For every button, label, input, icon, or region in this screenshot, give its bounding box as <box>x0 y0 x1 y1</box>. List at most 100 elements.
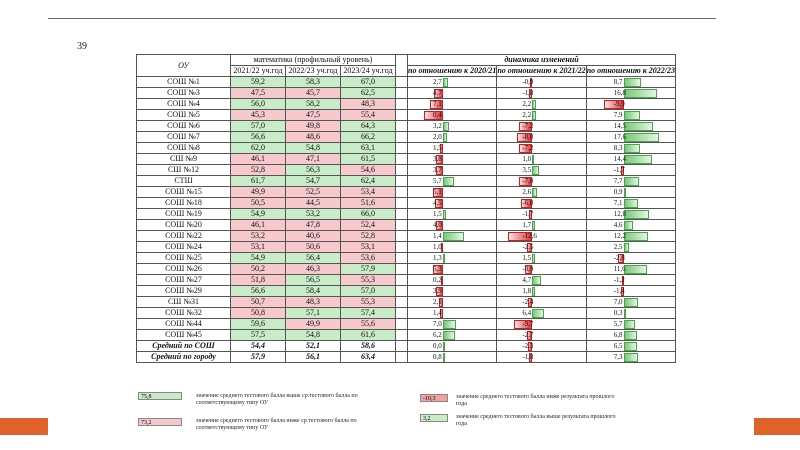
score-cell: 52,4 <box>340 219 396 231</box>
dynamics-value: -8,0 <box>522 133 534 141</box>
dynamics-bar <box>519 144 533 153</box>
dynamics-value: 7,1 <box>613 199 623 207</box>
score-cell: 55,6 <box>340 318 396 330</box>
score-cell: 50,6 <box>285 241 341 253</box>
dynamics-bar <box>620 287 624 296</box>
dynamics-cell: 12,8 <box>585 208 677 220</box>
dynamics-cell: -8,0 <box>496 131 587 143</box>
dynamics-cell: 2,6 <box>496 186 587 198</box>
slide-accent-mark <box>754 418 800 435</box>
dynamics-bar <box>443 177 454 186</box>
dynamics-value: 5,1 <box>433 188 442 196</box>
dynamics-bar <box>532 100 537 109</box>
dynamics-bar <box>532 188 538 197</box>
score-cell: 51,6 <box>340 197 396 209</box>
dynamics-cell: -2,8 <box>585 252 677 264</box>
dynamics-cell: 2,2 <box>496 98 587 110</box>
dynamics-cell: -12,6 <box>496 230 587 242</box>
score-cell: 61,6 <box>340 329 396 341</box>
column-gap <box>395 307 408 319</box>
dynamics-bar <box>443 353 445 362</box>
dynamics-bar <box>623 298 638 307</box>
dynamics-bar <box>443 232 464 241</box>
dynamics-bar <box>528 342 533 351</box>
dynamics-value: 7,1 <box>433 100 442 108</box>
dynamics-cell: 17,6 <box>585 131 677 143</box>
table-row: СШ №9 46,1 47,1 61,5 3,8 1,0 14,4 <box>136 153 677 165</box>
score-cell: 40,6 <box>285 230 341 242</box>
school-name: СОШ №4 <box>136 98 231 110</box>
school-name: СОШ №20 <box>136 219 231 231</box>
legend-positive-swatch: 3,2 <box>420 414 448 422</box>
score-cell: 56,5 <box>285 274 341 286</box>
score-cell: 67,0 <box>340 76 396 88</box>
column-gap <box>395 274 408 286</box>
column-gap <box>395 208 408 220</box>
score-cell: 56,1 <box>285 351 341 363</box>
dynamics-value: -7,2 <box>522 122 534 130</box>
year-header: 2022/23 уч.год <box>285 65 341 77</box>
school-name: СОШ №8 <box>136 142 231 154</box>
dynamics-cell: 3,9 <box>406 285 498 297</box>
dynamics-value: 1,0 <box>433 243 442 251</box>
dynamics-value: 5,7 <box>433 177 442 185</box>
dynamics-bar <box>623 122 653 131</box>
score-cell: 62,5 <box>340 87 396 99</box>
dynamics-bar <box>623 265 647 274</box>
score-cell: 49,9 <box>230 186 286 198</box>
dynamics-cell: 14,4 <box>585 153 677 165</box>
table-row: СОШ №18 50,5 44,5 51,6 4,5 -6,0 7,1 <box>136 197 677 209</box>
score-cell: 58,4 <box>285 285 341 297</box>
score-cell: 61,5 <box>340 153 396 165</box>
dynamics-cell: 1,4 <box>406 307 498 319</box>
column-gap <box>395 54 408 77</box>
dynamics-cell: 2,7 <box>406 76 498 88</box>
column-gap <box>395 263 408 275</box>
dynamics-cell: -1,8 <box>496 351 587 363</box>
column-gap <box>395 340 408 352</box>
dynamics-value: -12,6 <box>522 232 537 240</box>
dynamics-bar <box>532 287 536 296</box>
school-name: СОШ №18 <box>136 197 231 209</box>
dynamics-value: 4,7 <box>522 276 532 284</box>
score-cell: 55,4 <box>340 109 396 121</box>
dynamics-cell: -2,5 <box>496 241 587 253</box>
dynamics-cell: 5,3 <box>406 263 498 275</box>
score-cell: 50,2 <box>230 263 286 275</box>
dynamics-value: 14,5 <box>613 122 626 130</box>
dynamics-bar <box>623 89 657 98</box>
dynamics-value: 1,4 <box>433 232 442 240</box>
dynamics-bar <box>532 276 542 285</box>
dynamics-value: 5,7 <box>613 320 623 328</box>
dynamics-cell: 7,0 <box>585 296 677 308</box>
school-name: СОШ №26 <box>136 263 231 275</box>
dynamics-bar <box>433 188 443 197</box>
column-gap <box>395 76 408 88</box>
school-name: СОШ №32 <box>136 307 231 319</box>
score-cell: 62,4 <box>340 175 396 187</box>
column-gap <box>395 109 408 121</box>
dynamics-bar <box>443 122 449 131</box>
dynamics-bar <box>532 254 536 263</box>
dynamics-bar <box>623 232 648 241</box>
dynamics-bar <box>443 342 445 351</box>
column-gap <box>395 164 408 176</box>
dynamics-cell: -6,0 <box>496 197 587 209</box>
legend-negative-text: значение среднего тестового балла ниже р… <box>456 394 615 407</box>
dynamics-cell: 3,2 <box>406 120 498 132</box>
dynamics-cell: 12,2 <box>585 230 677 242</box>
dynamics-bar <box>436 155 443 164</box>
column-gap <box>395 120 408 132</box>
dynamics-cell: 5,7 <box>585 318 677 330</box>
dynamics-bar <box>621 276 624 285</box>
dynamics-bar <box>530 78 533 87</box>
dynamics-cell: 7,1 <box>585 197 677 209</box>
score-cell: 47,5 <box>285 109 341 121</box>
dynamics-bar <box>433 265 443 274</box>
dynamics-bar <box>623 210 649 219</box>
score-cell: 54,4 <box>230 340 286 352</box>
column-gap <box>395 142 408 154</box>
school-name: СШ №9 <box>136 153 231 165</box>
dynamics-bar <box>623 342 637 351</box>
dynamics-value: -7,2 <box>522 144 534 152</box>
